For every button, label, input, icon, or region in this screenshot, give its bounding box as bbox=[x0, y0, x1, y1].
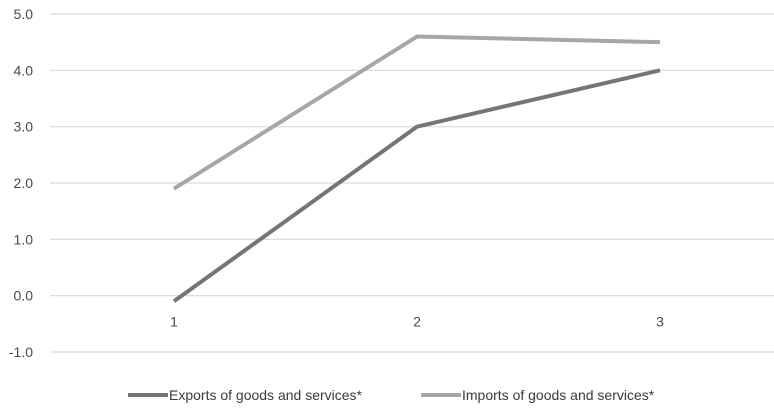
legend: Exports of goods and services* Imports of… bbox=[128, 387, 655, 403]
y-tick-label: -1.0 bbox=[9, 344, 33, 360]
legend-label: Exports of goods and services* bbox=[169, 387, 363, 403]
y-tick-label: 5.0 bbox=[14, 6, 34, 22]
y-tick-label: 4.0 bbox=[14, 62, 34, 78]
y-tick-label: 2.0 bbox=[14, 175, 34, 191]
series-line-exports bbox=[172, 68, 661, 303]
gridlines bbox=[50, 13, 774, 353]
x-tick-label: 2 bbox=[413, 314, 421, 330]
series-lines bbox=[172, 34, 661, 303]
y-tick-label: 0.0 bbox=[14, 288, 34, 304]
series-line-imports bbox=[172, 34, 661, 191]
x-tick-label: 1 bbox=[170, 314, 178, 330]
x-axis-tick-labels: 1 2 3 bbox=[170, 314, 664, 330]
legend-label: Imports of goods and services* bbox=[462, 387, 655, 403]
x-tick-label: 3 bbox=[656, 314, 664, 330]
y-tick-label: 1.0 bbox=[14, 231, 34, 247]
y-tick-label: 3.0 bbox=[14, 119, 34, 135]
y-axis-tick-labels: -1.0 0.0 1.0 2.0 3.0 4.0 5.0 bbox=[9, 6, 33, 360]
